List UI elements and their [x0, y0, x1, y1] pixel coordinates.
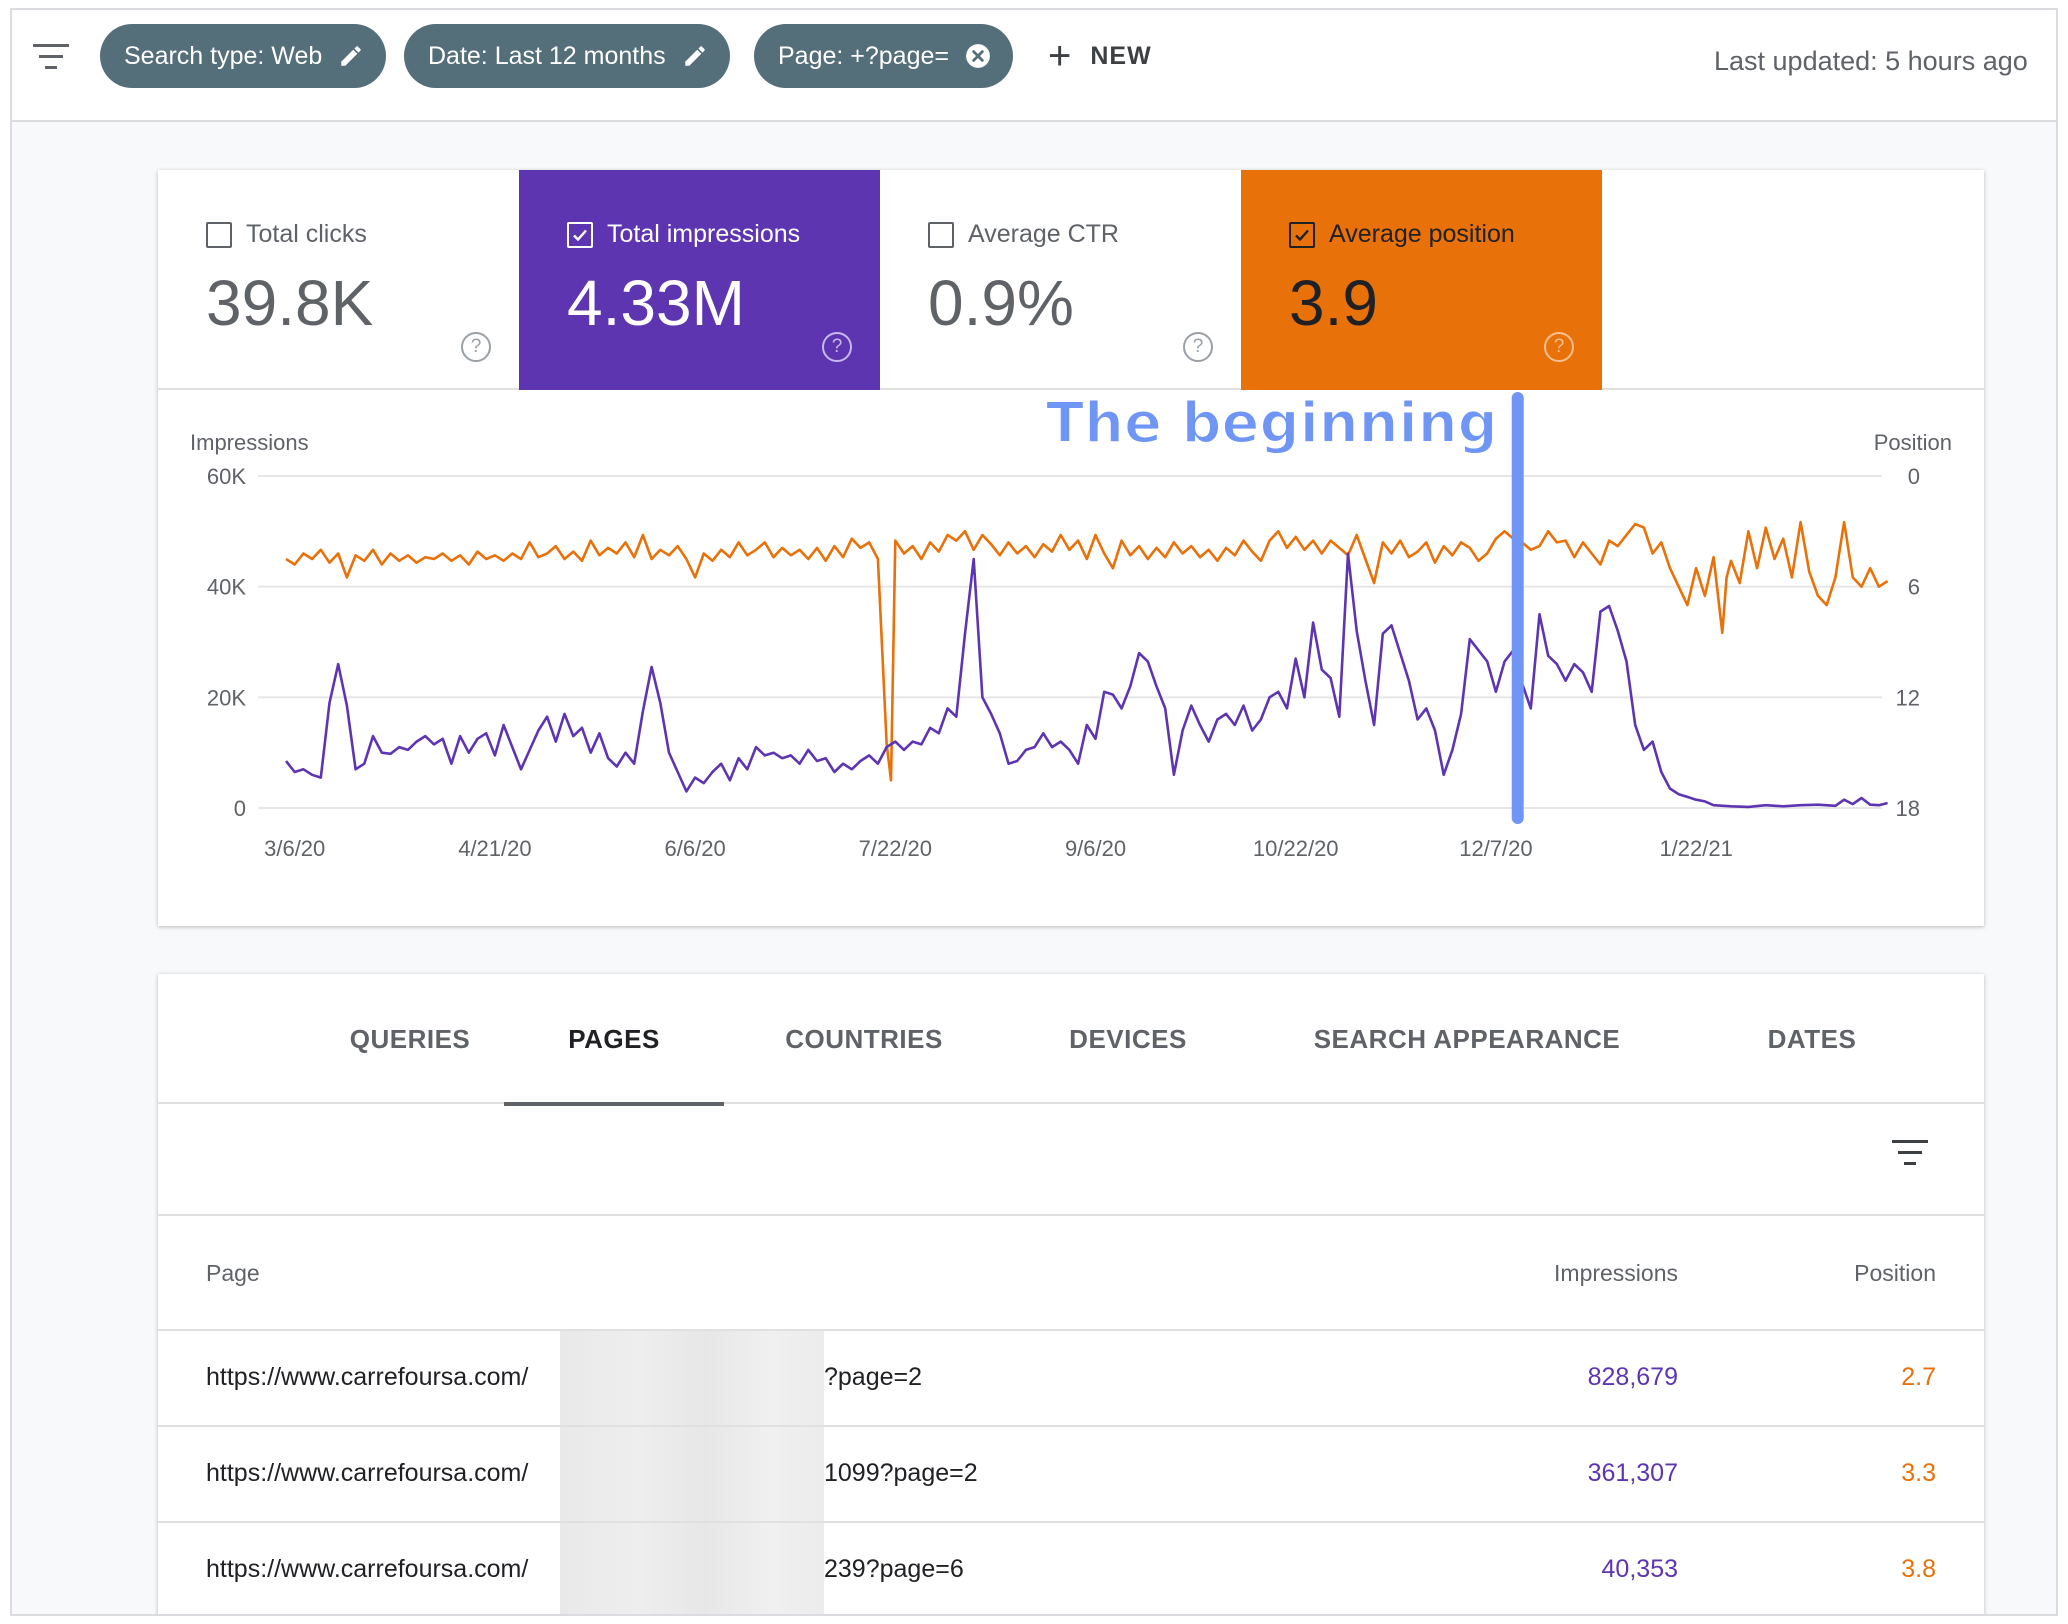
dimension-tabs: QUERIES PAGES COUNTRIES DEVICES SEARCH A…: [158, 974, 1984, 1106]
x-tick: 7/22/20: [859, 836, 932, 861]
y-right-tick: 6: [1908, 575, 1920, 600]
filter-icon[interactable]: [32, 44, 70, 74]
metric-average-position[interactable]: Average position 3.9 ?: [1241, 170, 1602, 390]
redacted-url-segment: [560, 1331, 824, 1425]
performance-card: Total clicks 39.8K ? Total impressions 4…: [158, 170, 1984, 926]
x-tick: 4/21/20: [458, 836, 531, 861]
tab-countries[interactable]: COUNTRIES: [785, 1023, 943, 1054]
performance-chart: Impressions Position 60K 40K 20K 0 0 6 1…: [190, 390, 1952, 861]
plus-icon: +: [1048, 33, 1073, 78]
y-right-tick: 18: [1896, 796, 1920, 821]
tab-search-appearance[interactable]: SEARCH APPEARANCE: [1313, 1023, 1621, 1054]
checkbox-unchecked-icon[interactable]: [928, 221, 954, 248]
metric-total-clicks[interactable]: Total clicks 39.8K ?: [158, 170, 519, 390]
table-row[interactable]: https://www.carrefoursa.com/ ?page=2 828…: [158, 1331, 1984, 1427]
checkbox-unchecked-icon[interactable]: [206, 221, 232, 248]
new-filter-label: NEW: [1090, 41, 1152, 70]
date-range-chip[interactable]: Date: Last 12 months: [404, 24, 730, 88]
position-value: 3.8: [1901, 1555, 1936, 1583]
header-divider: [158, 1329, 1984, 1331]
page-url-prefix[interactable]: https://www.carrefoursa.com/: [206, 1459, 529, 1487]
search-console-performance-page: Search type: Web Date: Last 12 months Pa…: [10, 8, 2058, 1616]
metric-label: Average position: [1329, 220, 1515, 248]
pencil-icon[interactable]: [338, 43, 364, 69]
search-type-chip[interactable]: Search type: Web: [100, 24, 387, 88]
y-right-axis-label: Position: [1874, 430, 1952, 455]
metric-label: Total clicks: [246, 220, 367, 248]
x-tick: 12/7/20: [1459, 836, 1532, 861]
grid-lines: [258, 475, 1882, 809]
y-left-tick: 20K: [207, 685, 246, 710]
tab-devices[interactable]: DEVICES: [1069, 1023, 1187, 1054]
metric-label: Total impressions: [607, 220, 801, 248]
impressions-value: 828,679: [1587, 1363, 1678, 1391]
toolbar-divider: [158, 1214, 1984, 1216]
tab-dates[interactable]: DATES: [1767, 1023, 1857, 1054]
checkbox-checked-icon[interactable]: [567, 221, 593, 248]
new-filter-button[interactable]: + NEW: [1048, 24, 1152, 88]
impressions-value: 40,353: [1601, 1555, 1678, 1583]
annotation-label: The beginning: [1046, 391, 1498, 456]
y-right-ticks: 0 6 12 18: [1896, 464, 1920, 821]
metric-value: 39.8K: [206, 267, 374, 339]
pencil-icon[interactable]: [682, 43, 708, 69]
tab-queries[interactable]: QUERIES: [349, 1023, 471, 1054]
metric-average-ctr[interactable]: Average CTR 0.9% ?: [880, 170, 1241, 390]
help-icon[interactable]: ?: [1183, 332, 1213, 362]
filter-bar: Search type: Web Date: Last 12 months Pa…: [12, 10, 2056, 122]
x-tick: 1/22/21: [1659, 836, 1732, 861]
x-ticks: 3/6/20 4/21/20 6/6/20 7/22/20 9/6/20 10/…: [264, 836, 1733, 861]
page-url-prefix[interactable]: https://www.carrefoursa.com/: [206, 1555, 529, 1583]
checkbox-checked-icon[interactable]: [1289, 221, 1315, 248]
position-series-line: [285, 520, 1889, 782]
tab-pages[interactable]: PAGES: [504, 974, 724, 1106]
table-row[interactable]: https://www.carrefoursa.com/ 239?page=6 …: [158, 1523, 1984, 1614]
impressions-series-line: [284, 552, 1888, 809]
column-header-impressions[interactable]: Impressions: [1554, 1260, 1678, 1286]
y-left-tick: 0: [234, 796, 246, 821]
x-tick: 6/6/20: [665, 836, 726, 861]
y-left-ticks: 60K 40K 20K 0: [207, 464, 246, 821]
metric-label: Average CTR: [968, 220, 1119, 248]
metric-value: 0.9%: [928, 267, 1074, 339]
metric-total-impressions[interactable]: Total impressions 4.33M ?: [519, 170, 880, 390]
metric-value: 4.33M: [567, 267, 745, 339]
chip-label: Page: +?page=: [778, 41, 949, 70]
position-value: 3.3: [1901, 1459, 1936, 1487]
help-icon[interactable]: ?: [1544, 332, 1574, 362]
y-left-tick: 40K: [207, 575, 246, 600]
position-value: 2.7: [1901, 1363, 1936, 1391]
redacted-url-segment: [560, 1523, 824, 1614]
page-url-suffix[interactable]: 239?page=6: [824, 1555, 964, 1583]
page-filter-chip[interactable]: Page: +?page=: [754, 24, 1013, 88]
x-tick: 10/22/20: [1253, 836, 1339, 861]
redacted-url-segment: [560, 1427, 824, 1521]
last-updated-text: Last updated: 5 hours ago: [1714, 46, 2028, 76]
page-url-prefix[interactable]: https://www.carrefoursa.com/: [206, 1363, 529, 1391]
y-right-tick: 0: [1908, 464, 1920, 489]
impressions-value: 361,307: [1587, 1459, 1678, 1487]
y-left-axis-label: Impressions: [190, 430, 309, 455]
metric-value: 3.9: [1289, 267, 1378, 339]
page-url-suffix[interactable]: 1099?page=2: [824, 1459, 978, 1487]
help-icon[interactable]: ?: [822, 332, 852, 362]
x-tick: 3/6/20: [264, 836, 325, 861]
table-filter-icon[interactable]: [1892, 1140, 1928, 1170]
column-header-position[interactable]: Position: [1854, 1260, 1936, 1286]
x-tick: 9/6/20: [1065, 836, 1126, 861]
column-header-page[interactable]: Page: [206, 1260, 260, 1286]
dimensions-table-card: QUERIES PAGES COUNTRIES DEVICES SEARCH A…: [158, 974, 1984, 1614]
help-icon[interactable]: ?: [461, 332, 491, 362]
table-row[interactable]: https://www.carrefoursa.com/ 1099?page=2…: [158, 1427, 1984, 1523]
y-left-tick: 60K: [207, 464, 246, 489]
metrics-divider: [1602, 388, 1984, 390]
y-right-tick: 12: [1896, 685, 1920, 710]
page-url-suffix[interactable]: ?page=2: [824, 1363, 923, 1391]
chip-label: Date: Last 12 months: [428, 41, 666, 70]
remove-circle-icon[interactable]: [965, 43, 991, 69]
chip-label: Search type: Web: [124, 41, 323, 70]
